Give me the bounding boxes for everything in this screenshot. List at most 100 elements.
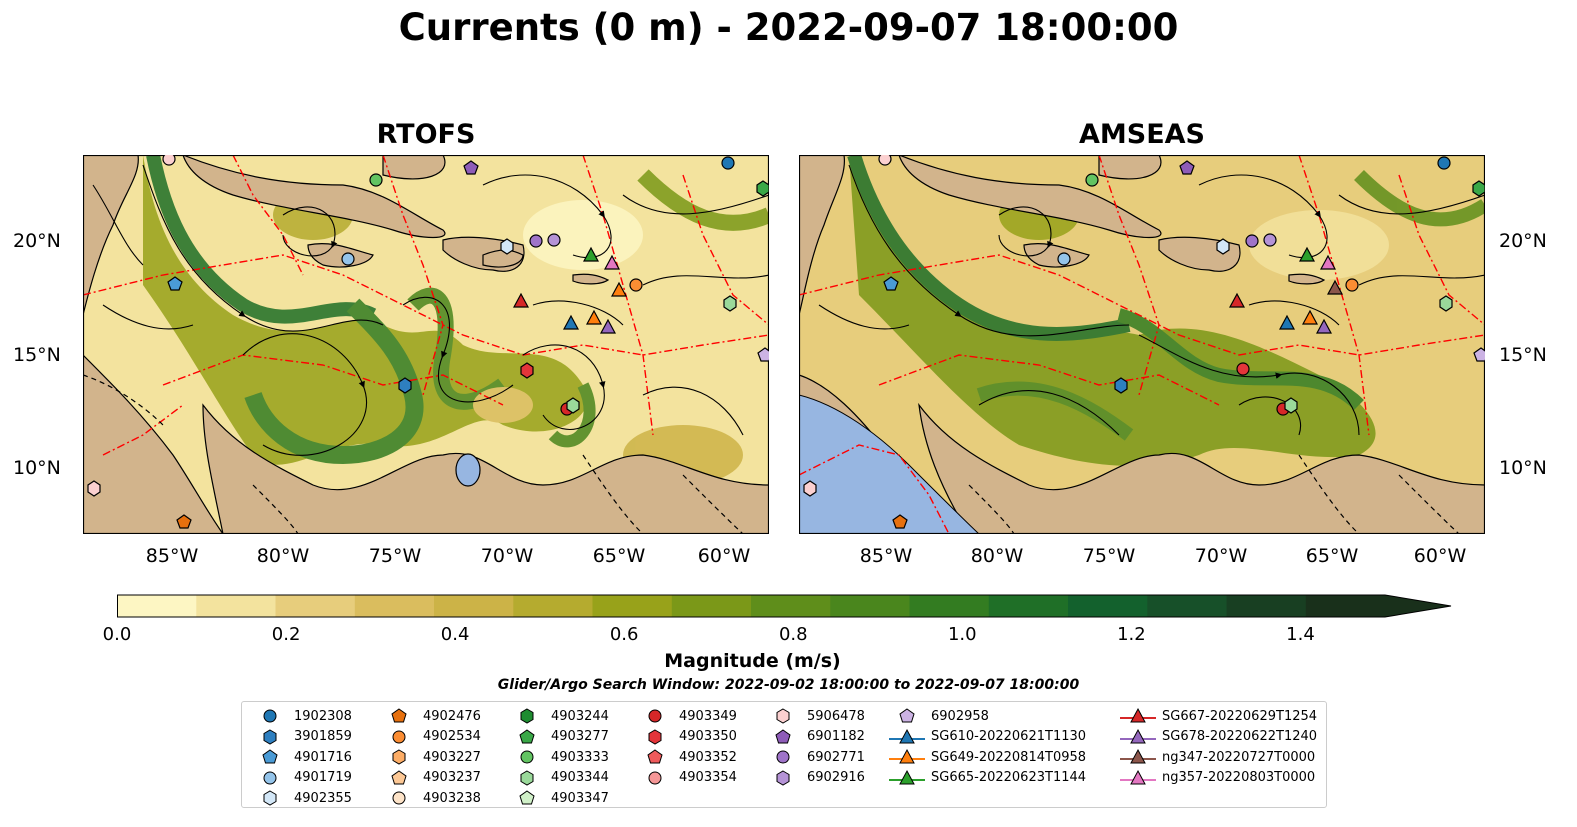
legend-item[interactable]: SG667-20220629T1254: [1118, 706, 1317, 727]
marker-sg649[interactable]: [1301, 309, 1319, 325]
marker-sg678[interactable]: [599, 318, 617, 334]
marker-6902958[interactable]: [1473, 347, 1485, 362]
legend-marker-icon: [647, 749, 663, 764]
marker-sg667[interactable]: [512, 292, 530, 308]
marker-5906478[interactable]: [162, 155, 176, 166]
legend-item[interactable]: 5906478: [763, 706, 865, 727]
lon-label-75w-rtofs: 75°W: [368, 545, 422, 567]
legend-item[interactable]: SG610-20220621T1130: [887, 727, 1086, 748]
legend-item[interactable]: SG678-20220622T1240: [1118, 727, 1317, 748]
colorbar: [117, 594, 1452, 618]
marker-4903350[interactable]: [520, 362, 534, 379]
marker-sg649-a[interactable]: [610, 281, 628, 297]
legend-item[interactable]: 4902355: [250, 788, 352, 809]
legend-marker-icon: [263, 790, 277, 806]
marker-6901182[interactable]: [1179, 160, 1195, 175]
legend-column: 4903349 4903350 4903352 4903354: [635, 706, 737, 788]
map-panel-rtofs[interactable]: [83, 155, 769, 534]
legend-item[interactable]: 1902308: [250, 706, 352, 727]
marker-sg665[interactable]: [582, 246, 600, 262]
legend-item[interactable]: 4903238: [379, 788, 481, 809]
colorbar-label: Magnitude (m/s): [664, 650, 841, 672]
marker-sg667[interactable]: [1228, 292, 1246, 308]
marker-4901716[interactable]: [883, 276, 899, 291]
marker-4903350[interactable]: [1236, 362, 1250, 376]
map-panel-amseas[interactable]: [799, 155, 1485, 534]
marker-6902916[interactable]: [547, 233, 561, 247]
legend-item[interactable]: 4903227: [379, 747, 481, 768]
marker-4903333[interactable]: [369, 173, 383, 187]
marker-4901719[interactable]: [341, 252, 355, 266]
marker-4903344[interactable]: [1439, 295, 1453, 312]
marker-sg665[interactable]: [1298, 246, 1316, 262]
marker-3901859[interactable]: [398, 377, 412, 394]
legend-marker-icon: [1120, 708, 1156, 723]
legend-item[interactable]: SG665-20220623T1144: [887, 768, 1086, 789]
legend-item[interactable]: 6902958: [887, 706, 1086, 727]
colorbar-block: [1226, 595, 1307, 617]
legend-column: 6902958 SG610-20220621T1130 SG649-20220814…: [887, 706, 1086, 788]
marker-4903277[interactable]: [756, 180, 769, 197]
marker-1902308[interactable]: [721, 156, 735, 170]
legend-item[interactable]: 4903349: [635, 706, 737, 727]
marker-4902534[interactable]: [629, 278, 643, 292]
marker-6901182[interactable]: [463, 160, 479, 175]
marker-ng357[interactable]: [603, 254, 621, 270]
marker-sg610[interactable]: [1278, 314, 1296, 330]
marker-4901719[interactable]: [1057, 252, 1071, 266]
legend-item[interactable]: 4903333: [507, 747, 609, 768]
legend-item[interactable]: ng347-20220727T0000: [1118, 747, 1317, 768]
marker-4903277[interactable]: [1472, 180, 1485, 197]
marker-4901716[interactable]: [167, 276, 183, 291]
legend-item[interactable]: 4902476: [379, 706, 481, 727]
marker-5906478-b[interactable]: [87, 480, 101, 497]
map-frame: [799, 155, 1485, 534]
legend-item[interactable]: 4903354: [635, 768, 737, 789]
marker-4902355[interactable]: [500, 238, 514, 255]
legend-item[interactable]: 4903344: [507, 768, 609, 789]
marker-6902771[interactable]: [1245, 234, 1259, 248]
colorbar-block: [909, 595, 990, 617]
marker-1902308[interactable]: [1437, 156, 1451, 170]
legend-item[interactable]: 3901859: [250, 727, 352, 748]
marker-3901859[interactable]: [1114, 377, 1128, 394]
marker-4902534[interactable]: [1345, 278, 1359, 292]
marker-sg649-b[interactable]: [585, 309, 603, 325]
marker-4902476[interactable]: [176, 514, 192, 529]
legend-item[interactable]: 6902916: [763, 768, 865, 789]
marker-6902916[interactable]: [1263, 233, 1277, 247]
colorbar-block: [671, 595, 752, 617]
legend-item[interactable]: 4903244: [507, 706, 609, 727]
marker-6902958[interactable]: [757, 347, 769, 362]
platform-markers: [803, 155, 1485, 529]
legend-item[interactable]: 6901182: [763, 727, 865, 748]
marker-ng357[interactable]: [1319, 254, 1337, 270]
legend-item[interactable]: 4903347: [507, 788, 609, 809]
legend-item[interactable]: 4901716: [250, 747, 352, 768]
colorbar-tick-label: 0.6: [609, 624, 639, 645]
legend-item[interactable]: 6902771: [763, 747, 865, 768]
marker-sg678[interactable]: [1315, 318, 1333, 334]
marker-6902771[interactable]: [529, 234, 543, 248]
marker-sg610[interactable]: [562, 314, 580, 330]
legend-item[interactable]: 4901719: [250, 768, 352, 789]
marker-4903344[interactable]: [723, 295, 737, 312]
legend-item[interactable]: 4903277: [507, 727, 609, 748]
legend-item[interactable]: 4903350: [635, 727, 737, 748]
legend-item[interactable]: ng357-20220803T0000: [1118, 768, 1317, 789]
legend-item-label: SG649-20220814T0958: [931, 749, 1087, 765]
marker-4903344-b[interactable]: [566, 397, 580, 414]
marker-4903333[interactable]: [1085, 173, 1099, 187]
marker-ng347[interactable]: [1326, 279, 1344, 295]
legend-item[interactable]: 4903237: [379, 768, 481, 789]
legend-item-label: 4903333: [551, 749, 609, 765]
legend-item[interactable]: 4903352: [635, 747, 737, 768]
marker-5906478-b[interactable]: [803, 480, 817, 497]
marker-4903344-b[interactable]: [1284, 397, 1298, 414]
legend-item[interactable]: SG649-20220814T0958: [887, 747, 1086, 768]
marker-5906478[interactable]: [878, 155, 892, 166]
marker-4902355[interactable]: [1216, 238, 1230, 255]
marker-4902476[interactable]: [892, 514, 908, 529]
legend-item[interactable]: 4902534: [379, 727, 481, 748]
legend-marker-icon: [392, 749, 406, 765]
